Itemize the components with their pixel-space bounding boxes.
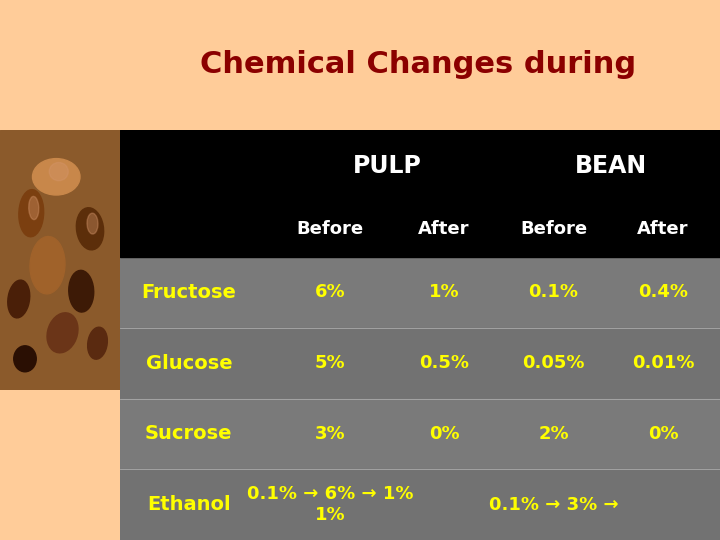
Text: 1%: 1% — [428, 284, 459, 301]
Text: After: After — [418, 220, 469, 239]
Text: 0.1% → 3% →: 0.1% → 3% → — [489, 496, 618, 514]
Ellipse shape — [30, 237, 65, 294]
Ellipse shape — [49, 163, 68, 181]
Ellipse shape — [87, 213, 98, 234]
Text: 0.01%: 0.01% — [631, 354, 694, 372]
Text: 0.05%: 0.05% — [522, 354, 585, 372]
Text: After: After — [637, 220, 689, 239]
Text: Chemical Changes during: Chemical Changes during — [199, 50, 636, 79]
Bar — [120, 328, 720, 399]
Ellipse shape — [8, 280, 30, 318]
Bar — [120, 130, 720, 257]
Text: 0.5%: 0.5% — [419, 354, 469, 372]
Text: 0.4%: 0.4% — [638, 284, 688, 301]
Bar — [120, 399, 720, 469]
Ellipse shape — [69, 271, 94, 312]
Bar — [120, 469, 720, 540]
Text: 0.1%: 0.1% — [528, 284, 578, 301]
Ellipse shape — [19, 190, 44, 237]
Text: Sucrose: Sucrose — [145, 424, 233, 443]
Text: PULP: PULP — [353, 154, 421, 178]
Text: 0%: 0% — [428, 425, 459, 443]
Ellipse shape — [76, 208, 104, 250]
Text: Fermentation: Fermentation — [302, 131, 534, 160]
Text: Before: Before — [520, 220, 587, 239]
Text: BEAN: BEAN — [575, 154, 647, 178]
Text: 5%: 5% — [315, 354, 346, 372]
Text: 2%: 2% — [538, 425, 569, 443]
Text: Glucose: Glucose — [145, 354, 232, 373]
Ellipse shape — [47, 313, 78, 353]
Ellipse shape — [29, 197, 39, 220]
Ellipse shape — [88, 327, 107, 359]
Ellipse shape — [32, 159, 80, 195]
Text: Fructose: Fructose — [141, 283, 236, 302]
Bar — [120, 257, 720, 328]
Text: 6%: 6% — [315, 284, 346, 301]
Text: Before: Before — [297, 220, 364, 239]
Ellipse shape — [14, 346, 36, 372]
Text: 0%: 0% — [648, 425, 678, 443]
Text: 3%: 3% — [315, 425, 346, 443]
Text: Ethanol: Ethanol — [147, 495, 230, 514]
Text: 0.1% → 6% → 1%
1%: 0.1% → 6% → 1% 1% — [247, 485, 413, 524]
